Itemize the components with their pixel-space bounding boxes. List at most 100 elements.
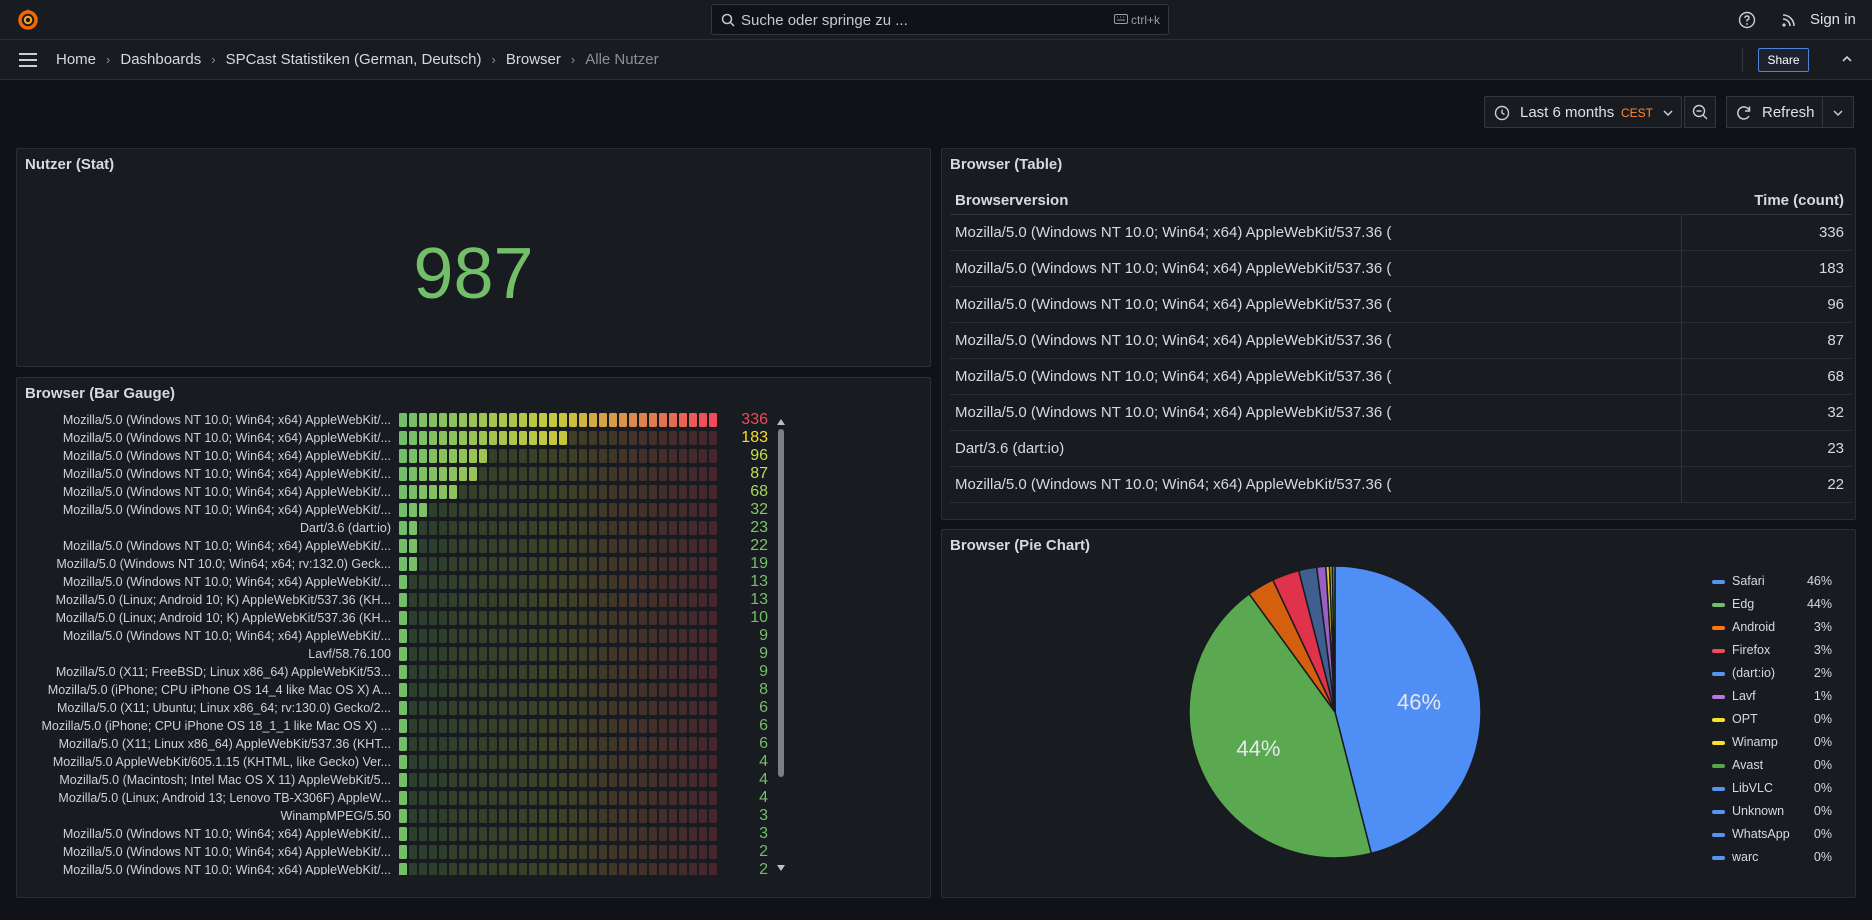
bar-gauge-cell [429,593,437,607]
bar-gauge-cell [429,557,437,571]
bar-gauge-cell [479,431,487,445]
bar-gauge-cell [469,485,477,499]
bar-gauge-cell [609,521,617,535]
bar-gauge-cell [459,539,467,553]
bar-gauge-cell [669,449,677,463]
bar-gauge-cell [479,809,487,823]
bar-gauge-cell [429,719,437,733]
sign-in-link[interactable]: Sign in [1810,11,1856,28]
breadcrumb-folder[interactable]: SPCast Statistiken (German, Deutsch) [225,51,482,68]
legend-item[interactable]: Unknown 0% [1712,802,1832,824]
legend-item[interactable]: warc 0% [1712,848,1832,870]
legend-item[interactable]: Avast 0% [1712,756,1832,778]
bar-gauge-cell [509,431,517,445]
bar-gauge-cell [549,773,557,787]
bar-gauge-cell [639,737,647,751]
bar-gauge-cell [469,755,477,769]
legend-item[interactable]: WhatsApp 0% [1712,825,1832,847]
bar-gauge-cell [679,449,687,463]
bar-gauge-cell [489,449,497,463]
bar-gauge-cell [409,557,417,571]
legend-item[interactable]: Safari 46% [1712,572,1832,594]
bar-gauge-cell [619,809,627,823]
legend-item[interactable]: (dart:io) 2% [1712,664,1832,686]
legend-item[interactable]: Firefox 3% [1712,641,1832,663]
chevron-up-icon[interactable] [1840,52,1854,66]
bar-gauge-cell [499,449,507,463]
legend-item[interactable]: Android 3% [1712,618,1832,640]
breadcrumb-dashboards[interactable]: Dashboards [120,51,202,68]
legend-item[interactable]: LibVLC 0% [1712,779,1832,801]
clock-icon [1494,105,1510,121]
share-button[interactable]: Share [1758,48,1809,72]
legend-item[interactable]: OPT 0% [1712,710,1832,732]
bar-gauge-cell [459,449,467,463]
bar-gauge-cell [619,701,627,715]
bar-gauge-cell [529,827,537,841]
bar-gauge-cell [619,665,627,679]
news-feed-icon[interactable] [1780,11,1798,29]
table-row: Mozilla/5.0 (Windows NT 10.0; Win64; x64… [950,322,1852,359]
bar-gauge-cell [569,683,577,697]
legend-name: Firefox [1732,643,1771,657]
bar-gauge-cells [399,575,717,589]
pie-slice-safari[interactable] [1334,565,1482,855]
bar-gauge-cell [549,593,557,607]
bar-gauge-cell [679,503,687,517]
pie-slice-avast[interactable] [1331,565,1336,713]
breadcrumb-home[interactable]: Home [56,51,97,68]
bar-gauge-cell [549,755,557,769]
bar-gauge-cell [679,485,687,499]
zoom-out-button[interactable] [1684,96,1716,128]
panel-title[interactable]: Browser (Bar Gauge) [25,385,176,402]
bar-gauge-value: 87 [750,465,768,482]
bar-gauge-cell [699,683,707,697]
pie-slice-edg[interactable] [1188,592,1373,859]
search-input[interactable]: Suche oder springe zu ... ctrl+k [711,4,1169,35]
legend-item[interactable]: Edg 44% [1712,595,1832,617]
legend-item[interactable]: Lavf 1% [1712,687,1832,709]
bar-gauge-cell [659,683,667,697]
bar-gauge-cell [509,557,517,571]
bar-gauge-cell [699,773,707,787]
column-header-count[interactable]: Time (count) [1681,187,1852,215]
grafana-logo-icon[interactable] [16,8,40,32]
column-header-browserversion[interactable]: Browserversion [950,187,1682,215]
bar-gauge-value: 336 [741,411,768,428]
panel-title[interactable]: Nutzer (Stat) [25,156,115,173]
bar-gauge-cells [399,449,717,463]
bar-gauge-cell [539,665,547,679]
bar-gauge-cell [409,611,417,625]
bar-gauge-cell [689,827,697,841]
breadcrumb-subfolder[interactable]: Browser [505,51,561,68]
bar-gauge-cell [519,773,527,787]
legend-swatch [1712,718,1725,722]
bar-gauge-cell [459,827,467,841]
bar-gauge-cells [399,413,717,427]
refresh-interval-dropdown[interactable] [1822,96,1854,128]
bar-gauge-cell [539,431,547,445]
bar-gauge-cell [509,485,517,499]
bar-gauge-cell [529,755,537,769]
panel-title[interactable]: Browser (Table) [950,156,1063,173]
bar-gauge-cell [429,413,437,427]
bar-gauge-cell [549,863,557,875]
bar-gauge-cell [589,809,597,823]
panel-title[interactable]: Browser (Pie Chart) [950,537,1091,554]
bar-gauge-value: 13 [750,591,768,608]
refresh-button[interactable]: Refresh [1726,96,1823,128]
bar-gauge-cell [599,611,607,625]
bar-gauge-cell [679,647,687,661]
scrollbar[interactable] [776,415,786,875]
bar-gauge-cell [449,755,457,769]
bar-gauge-cell [399,575,407,589]
bar-gauge-cell [439,449,447,463]
help-icon[interactable] [1738,11,1756,29]
menu-icon[interactable] [18,52,38,68]
bar-gauge-cell [419,737,427,751]
bar-gauge-cell [409,809,417,823]
legend-item[interactable]: Winamp 0% [1712,733,1832,755]
bar-gauge-cell [549,701,557,715]
time-range-picker[interactable]: Last 6 months CEST [1484,96,1682,128]
bar-gauge-cell [449,737,457,751]
